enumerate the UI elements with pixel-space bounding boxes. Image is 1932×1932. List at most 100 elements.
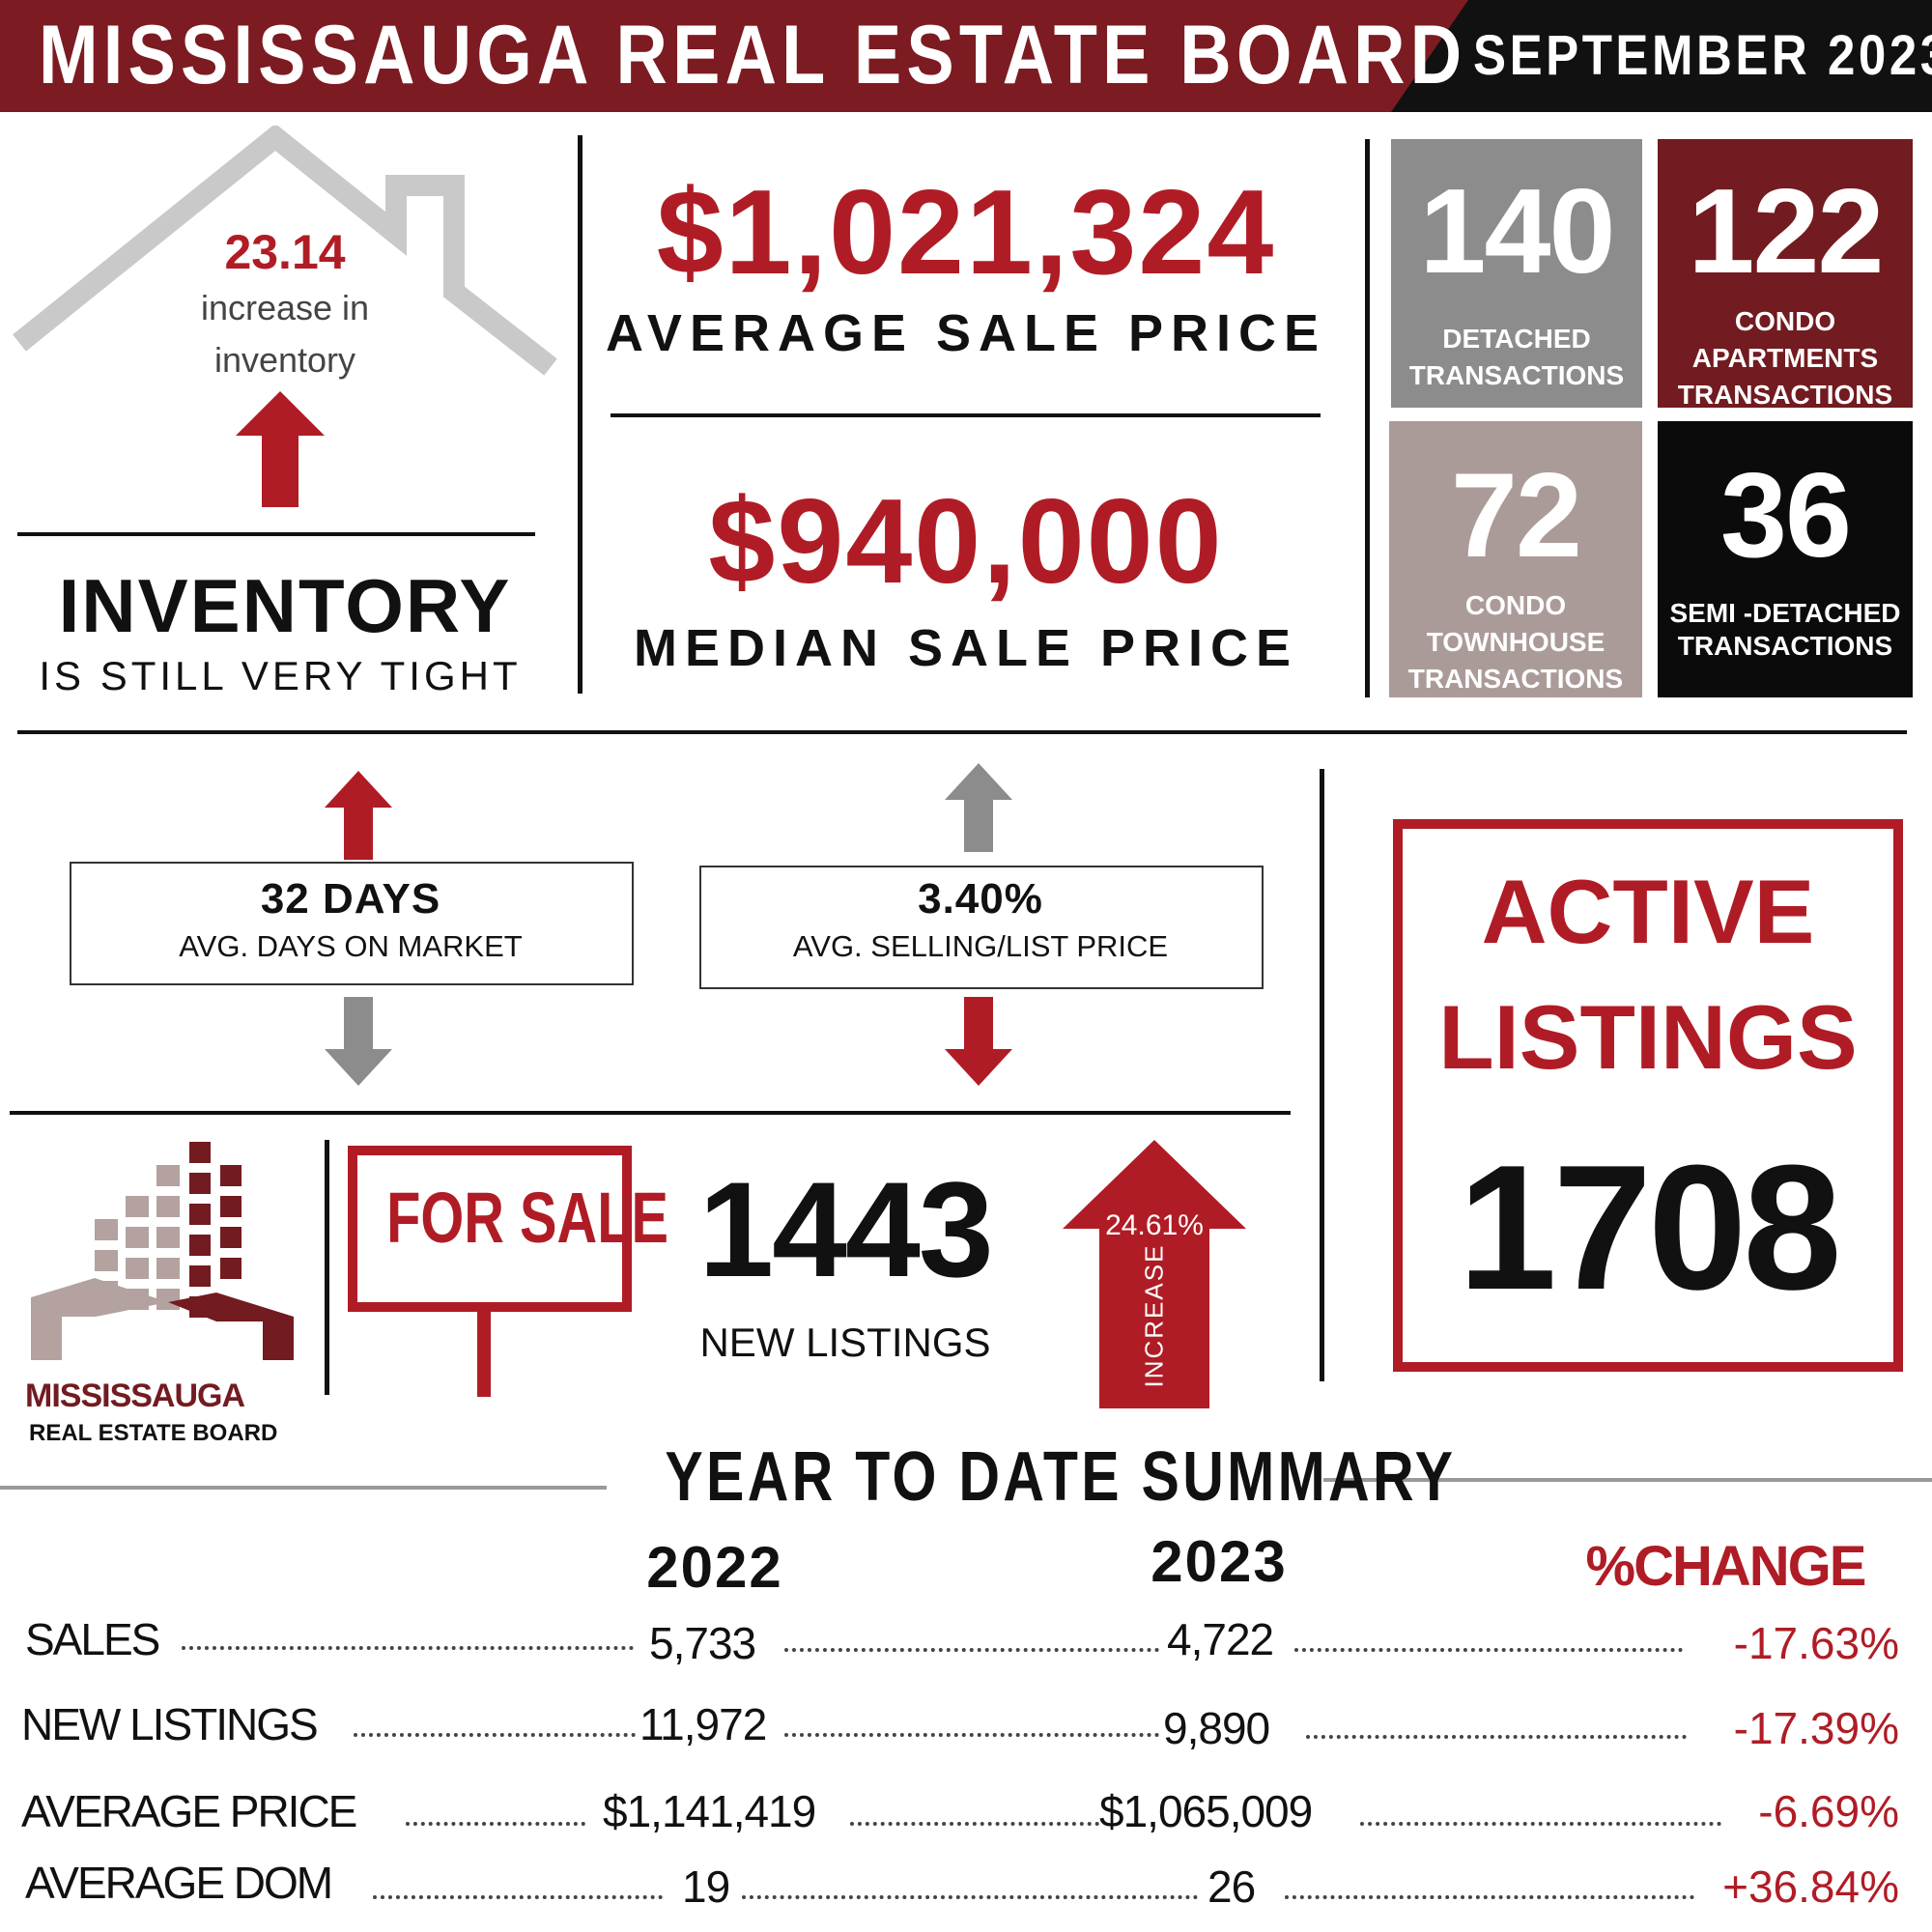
- dot-leader: [1294, 1648, 1683, 1652]
- active-listings-value: 1708: [1458, 1127, 1841, 1326]
- semi-detached-transactions-value: 36: [1720, 449, 1852, 582]
- ytd-row-label: NEW LISTINGS: [21, 1699, 319, 1749]
- mreb-logo-icon: [31, 1142, 294, 1360]
- semi-detached-label-line2: TRANSACTIONS: [1677, 631, 1893, 661]
- price-divider: [611, 413, 1321, 417]
- inventory-title: INVENTORY: [58, 563, 512, 648]
- median-sale-price-label: MEDIAN SALE PRICE: [633, 619, 1299, 677]
- dot-leader: [1360, 1822, 1721, 1826]
- inventory-increase-line2: inventory: [213, 340, 356, 380]
- ytd-col-change: %CHANGE: [1585, 1535, 1867, 1598]
- ytd-row-label: SALES: [25, 1614, 160, 1664]
- active-listings-box: [1393, 819, 1903, 1372]
- ytd-row-2023: 9,890: [1163, 1703, 1270, 1753]
- ytd-row-2022: 11,972: [639, 1699, 767, 1749]
- ytd-row-2022: 19: [682, 1861, 730, 1912]
- condo-townhouse-label-line2: TOWNHOUSE: [1426, 627, 1605, 657]
- ytd-row-change: -17.39%: [1733, 1703, 1899, 1753]
- inventory-divider: [17, 532, 535, 536]
- average-sale-price-value: $1,021,324: [656, 166, 1276, 299]
- dot-leader: [373, 1895, 663, 1899]
- active-listings-title-line1: ACTIVE: [1481, 861, 1815, 962]
- divider-vertical-1: [578, 135, 582, 694]
- avg-selling-list-price-box: [699, 866, 1264, 989]
- active-listings-title-line2: LISTINGS: [1438, 986, 1858, 1088]
- header-banner: [0, 0, 1468, 112]
- new-listings-change-value: 24.61%: [1105, 1209, 1204, 1241]
- detached-transactions-value: 140: [1419, 165, 1616, 298]
- dot-leader: [1285, 1895, 1694, 1899]
- condo-apartments-label-line1: CONDO: [1734, 306, 1836, 336]
- header-date-banner: [1391, 0, 1932, 112]
- dot-leader: [784, 1733, 1159, 1737]
- inventory-subtitle: IS STILL VERY TIGHT: [39, 653, 522, 698]
- ytd-row-label: AVERAGE PRICE: [21, 1786, 357, 1836]
- dot-leader: [742, 1895, 1198, 1899]
- for-sale-sign-post: [477, 1310, 491, 1397]
- new-listings-change-word: INCREASE: [1139, 1243, 1169, 1388]
- inventory-increase-value: 23.14: [224, 225, 346, 279]
- arrow-down-icon: [945, 997, 1012, 1086]
- for-sale-sign-text: FOR SALE: [386, 1178, 668, 1258]
- header-title: MISSISSAUGA REAL ESTATE BOARD: [39, 9, 1467, 101]
- ytd-row-2023: $1,065,009: [1099, 1786, 1313, 1836]
- condo-apartments-label-line2: APARTMENTS: [1691, 343, 1879, 373]
- median-sale-price-value: $940,000: [708, 475, 1224, 609]
- dot-leader: [406, 1822, 585, 1826]
- semi-detached-label-line1: SEMI -DETACHED: [1669, 598, 1901, 628]
- condo-apartments-transactions-value: 122: [1688, 165, 1885, 298]
- detached-transactions-label-line1: DETACHED: [1442, 324, 1591, 354]
- ytd-rule-right: [1323, 1478, 1932, 1482]
- section-divider-2: [10, 1111, 1291, 1115]
- house-roof-icon: [13, 126, 557, 376]
- ytd-row-change: -6.69%: [1758, 1786, 1899, 1836]
- ytd-row-2022: $1,141,419: [603, 1786, 816, 1836]
- arrow-up-icon: [1063, 1140, 1246, 1408]
- avg-days-on-market-value: 32 DAYS: [260, 875, 441, 923]
- condo-townhouse-label-line3: TRANSACTIONS: [1407, 664, 1624, 694]
- ytd-row-label: AVERAGE DOM: [25, 1858, 333, 1908]
- avg-selling-list-price-value: 3.40%: [918, 875, 1043, 923]
- condo-townhouse-label-line1: CONDO: [1464, 590, 1567, 620]
- logo-line2: REAL ESTATE BOARD: [29, 1420, 278, 1446]
- avg-days-on-market-label: AVG. DAYS ON MARKET: [179, 929, 523, 963]
- condo-townhouse-transactions-value: 72: [1451, 449, 1582, 582]
- for-sale-sign: [348, 1146, 632, 1312]
- dot-leader: [182, 1646, 634, 1650]
- ytd-rule-left: [0, 1486, 607, 1490]
- header-date: SEPTEMBER 2023: [1473, 24, 1932, 87]
- dot-leader: [850, 1822, 1099, 1826]
- detached-transactions-tile: 140 DETACHED TRANSACTIONS: [1391, 139, 1642, 408]
- detached-transactions-label-line2: TRANSACTIONS: [1408, 360, 1625, 390]
- ytd-row-change: -17.63%: [1733, 1618, 1899, 1668]
- arrow-up-icon: [945, 763, 1012, 852]
- new-listings-value: 1443: [698, 1153, 993, 1305]
- arrow-up-icon: [325, 771, 392, 860]
- semi-detached-transactions-tile: 36 SEMI -DETACHED TRANSACTIONS: [1658, 421, 1913, 697]
- condo-apartments-label-line3: TRANSACTIONS: [1677, 380, 1893, 410]
- dot-leader: [784, 1648, 1159, 1652]
- arrow-up-icon: [236, 391, 325, 507]
- ytd-row-2023: 26: [1208, 1861, 1256, 1912]
- section-divider-1: [17, 730, 1907, 734]
- inventory-increase-line1: increase in: [200, 288, 370, 327]
- dot-leader: [1306, 1735, 1687, 1739]
- arrow-down-icon: [325, 997, 392, 1086]
- dot-leader: [354, 1733, 636, 1737]
- ytd-row-2022: 5,733: [649, 1618, 756, 1668]
- ytd-row-change: +36.84%: [1722, 1861, 1899, 1912]
- logo-line1: MISSISSAUGA: [25, 1378, 245, 1414]
- condo-townhouse-transactions-tile: 72 CONDO TOWNHOUSE TRANSACTIONS: [1389, 421, 1642, 697]
- avg-selling-list-price-label: AVG. SELLING/LIST PRICE: [792, 929, 1169, 963]
- divider-vertical-3: [1320, 769, 1324, 1381]
- new-listings-label: NEW LISTINGS: [699, 1320, 991, 1365]
- ytd-col-2023: 2023: [1151, 1529, 1288, 1594]
- ytd-col-2022: 2022: [646, 1535, 783, 1600]
- ytd-title: YEAR TO DATE SUMMARY: [665, 1438, 1457, 1516]
- condo-apartments-transactions-tile: 122 CONDO APARTMENTS TRANSACTIONS: [1658, 139, 1913, 410]
- ytd-row-2023: 4,722: [1167, 1614, 1274, 1664]
- average-sale-price-label: AVERAGE SALE PRICE: [605, 304, 1327, 362]
- divider-vertical-4: [325, 1140, 329, 1395]
- divider-vertical-2: [1365, 139, 1370, 697]
- avg-days-on-market-box: [70, 862, 634, 985]
